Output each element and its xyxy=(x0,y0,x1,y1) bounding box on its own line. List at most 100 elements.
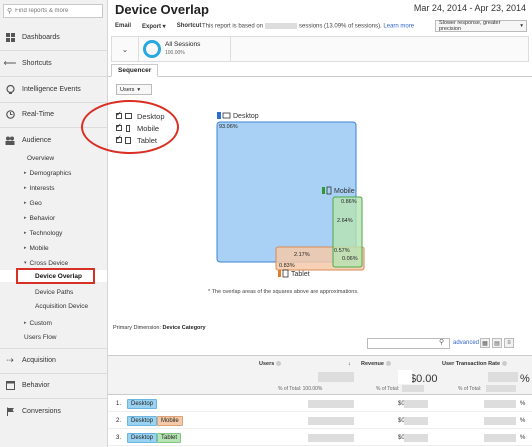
venn-desktop-mobile-pct: 2.64% xyxy=(337,218,353,224)
redacted-value xyxy=(402,385,424,392)
chevron-right-icon: ▸ xyxy=(24,245,27,251)
venn-mobile-pct: 0.86% xyxy=(341,199,357,205)
redacted-value xyxy=(484,434,516,442)
redacted-overlay xyxy=(398,370,412,384)
device-overlap-diagram: Desktop 93.06% Mobile 0.86% 2.64% 2.17% … xyxy=(216,112,365,278)
sidebar-subitem-mobile[interactable]: ▸ Mobile xyxy=(24,244,49,252)
legend-tablet[interactable]: Tablet xyxy=(116,134,165,146)
grid-view-icon[interactable]: ▤ xyxy=(492,338,502,348)
checkbox-icon[interactable] xyxy=(116,134,122,143)
legend-mobile[interactable]: Mobile xyxy=(116,122,165,134)
legend-desktop[interactable]: Desktop xyxy=(116,110,165,122)
sidebar-item-conversions[interactable]: Conversions xyxy=(0,403,107,419)
sidebar-subitem-acquisition-device[interactable]: Acquisition Device xyxy=(35,302,89,310)
table-row[interactable]: 1. Desktop $0 % xyxy=(108,397,532,412)
sidebar-item-dashboards[interactable]: Dashboards xyxy=(0,29,107,45)
device-tag-mobile[interactable]: Mobile xyxy=(157,416,183,426)
redacted-value xyxy=(484,417,516,425)
sidebar-subitem-demographics[interactable]: ▸ Demographics xyxy=(24,169,72,177)
sidebar-subitem-overview[interactable]: Overview xyxy=(27,154,55,162)
device-tag-tablet[interactable]: Tablet xyxy=(157,433,182,443)
sidebar-item-shortcuts[interactable]: ⟵ Shortcuts xyxy=(0,55,107,71)
shortcut-button[interactable]: Shortcut xyxy=(176,23,202,29)
table-search-input[interactable] xyxy=(367,338,450,349)
column-header-revenue[interactable]: Revenue xyxy=(361,361,391,367)
sidebar-subitem-cross-device[interactable]: ▾ Cross Device xyxy=(24,259,69,267)
device-tag-desktop[interactable]: Desktop xyxy=(127,416,158,426)
redacted-value xyxy=(486,385,516,392)
clock-icon xyxy=(5,109,15,119)
learn-more-link[interactable]: Learn more xyxy=(383,23,415,30)
sort-arrow-icon[interactable]: ↓ xyxy=(348,361,351,367)
revenue-cell: $0 xyxy=(398,435,405,441)
tab-sequencer[interactable]: Sequencer xyxy=(111,64,159,77)
checkbox-icon[interactable] xyxy=(116,122,122,131)
revenue-total: $0.00 xyxy=(410,373,438,385)
venn-desktop-tablet-pct: 2.17% xyxy=(294,252,310,258)
sidebar-item-label: Acquisition xyxy=(22,356,56,364)
redacted-value xyxy=(318,372,354,382)
redacted-value xyxy=(404,417,428,425)
device-tag-desktop[interactable]: Desktop xyxy=(127,399,158,409)
sidebar-item-audience[interactable]: Audience xyxy=(0,132,107,148)
add-segment-area[interactable] xyxy=(230,37,530,61)
revenue-cell: $0 xyxy=(398,418,405,424)
bar-view-icon[interactable]: ≡ xyxy=(504,338,514,348)
help-icon[interactable] xyxy=(502,361,508,367)
column-header-users[interactable]: Users xyxy=(259,361,282,367)
search-icon[interactable]: ⚲ xyxy=(439,339,445,346)
sidebar-subitem-custom[interactable]: ▸ Custom xyxy=(24,319,52,327)
help-icon[interactable] xyxy=(276,361,282,367)
help-icon[interactable] xyxy=(385,361,391,367)
utr-cell: % xyxy=(520,401,526,407)
sidebar-subitem-behavior[interactable]: ▸ Behavior xyxy=(24,214,56,222)
venn-mobile-tablet-pct: 0.57% xyxy=(334,248,350,254)
sidebar-item-label: Audience xyxy=(22,136,52,144)
flag-icon xyxy=(5,406,15,416)
sidebar-item-behavior[interactable]: Behavior xyxy=(0,377,107,393)
venn-mobile-label: Mobile xyxy=(334,188,355,195)
redacted-value xyxy=(308,417,354,425)
redacted-value xyxy=(488,372,518,382)
precision-dropdown[interactable]: Slower response, greater precision ▾ xyxy=(435,20,527,32)
table-row[interactable]: 3. Desktop Tablet $0 % xyxy=(108,431,532,446)
revenue-cell: $0 xyxy=(398,401,405,407)
column-header-user-transaction-rate[interactable]: User Transaction Rate xyxy=(442,361,508,367)
sidebar-search[interactable]: ⚲ xyxy=(3,4,103,18)
sidebar-item-intelligence-events[interactable]: Intelligence Events xyxy=(0,81,107,97)
sidebar-subitem-interests[interactable]: ▸ Interests xyxy=(24,184,55,192)
table-view-icon[interactable]: ▦ xyxy=(480,338,490,348)
checkbox-icon[interactable] xyxy=(116,110,122,119)
tablet-icon xyxy=(282,269,289,278)
segment-expand-toggle[interactable]: ⌄ xyxy=(112,37,139,61)
table-row[interactable]: 2. Desktop Mobile $0 % xyxy=(108,414,532,429)
utr-cell: % xyxy=(520,435,526,441)
sidebar-subitem-device-paths[interactable]: Device Paths xyxy=(35,288,74,296)
metric-select[interactable]: Users ▾ xyxy=(116,84,152,95)
export-button[interactable]: Export ▾ xyxy=(142,24,166,30)
sidebar-item-real-time[interactable]: Real-Time xyxy=(0,106,107,122)
email-button[interactable]: Email xyxy=(115,23,132,29)
device-tag-desktop[interactable]: Desktop xyxy=(127,433,158,443)
chevron-right-icon: ▸ xyxy=(24,200,27,206)
sidebar-subitem-technology[interactable]: ▸ Technology xyxy=(24,229,63,237)
redacted-value xyxy=(404,434,428,442)
report-toolbar: Email Export ▾ Shortcut xyxy=(115,23,201,30)
sidebar-subitem-users-flow[interactable]: Users Flow xyxy=(24,333,57,341)
sidebar-subitem-geo[interactable]: ▸ Geo xyxy=(24,199,42,207)
venn-desktop-label: Desktop xyxy=(233,113,259,120)
segment-name[interactable]: All Sessions xyxy=(165,41,201,48)
primary-dimension-value[interactable]: Device Category xyxy=(162,325,206,331)
redacted-value xyxy=(265,23,298,29)
search-input[interactable] xyxy=(15,8,101,14)
mobile-square[interactable] xyxy=(332,196,363,268)
segment-ring-icon xyxy=(143,40,161,58)
sidebar-item-acquisition[interactable]: ⇢ Acquisition xyxy=(0,352,107,368)
sidebar-item-label: Real-Time xyxy=(22,110,55,118)
date-range-picker[interactable]: Mar 24, 2014 - Apr 23, 2014 xyxy=(413,3,526,13)
venn-tablet-pct: 0.83% xyxy=(279,263,295,269)
revenue-total-pct: % of Total: xyxy=(376,386,400,392)
advanced-filter-link[interactable]: advanced xyxy=(453,340,480,346)
sidebar-subitem-device-overlap[interactable]: Device Overlap xyxy=(0,270,107,282)
segment-bar: ⌄ All Sessions 100.00% xyxy=(111,36,529,62)
